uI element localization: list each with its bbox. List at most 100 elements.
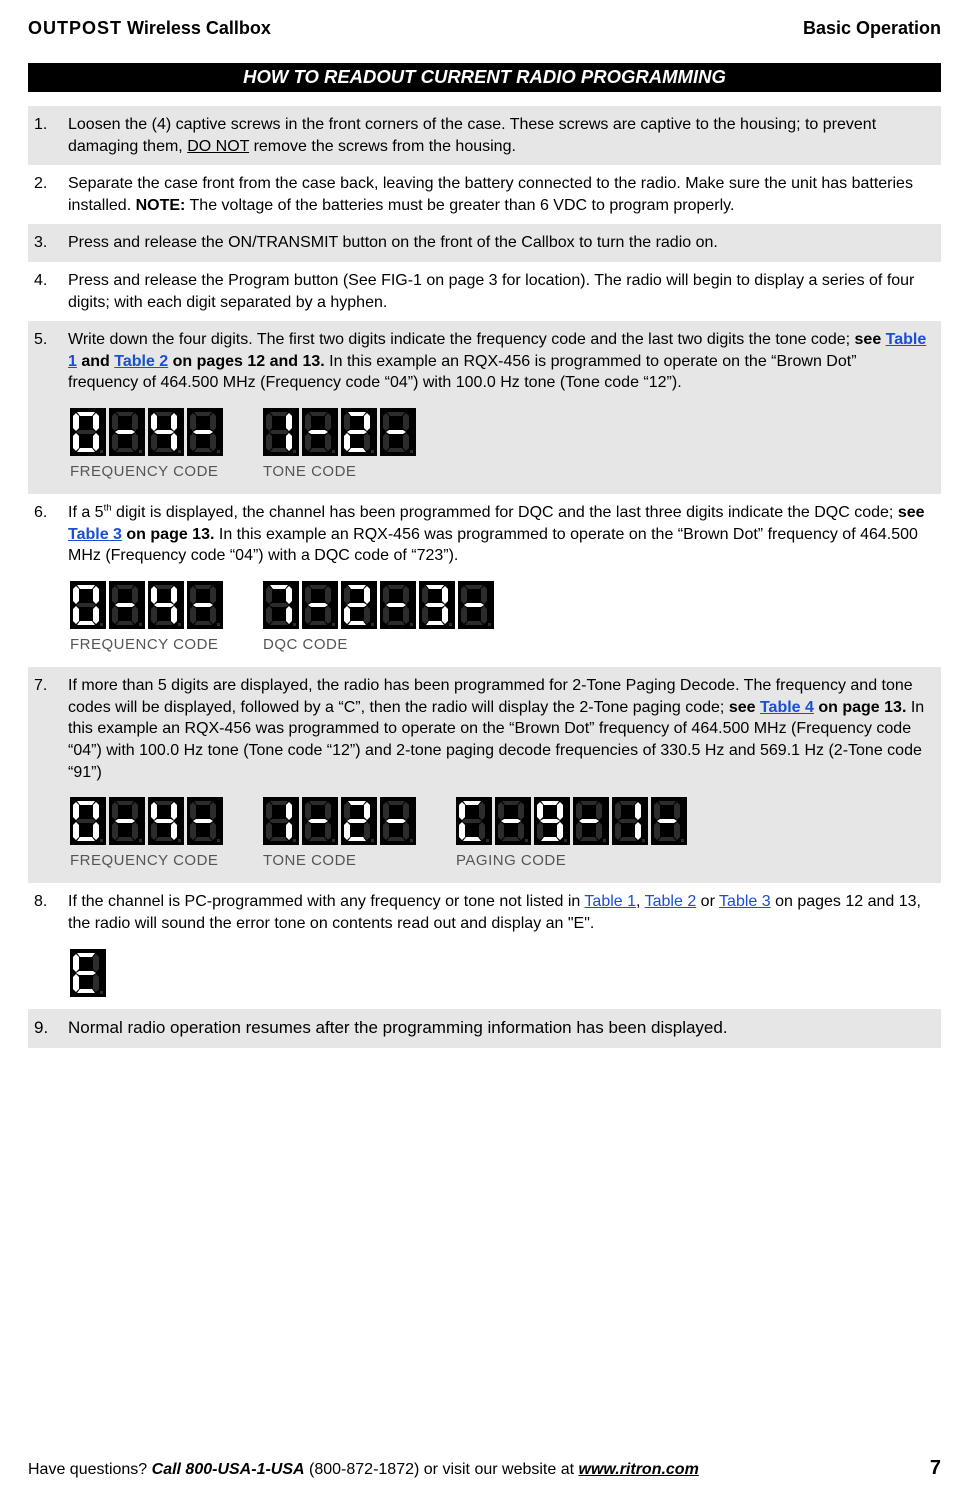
step-1: 1. Loosen the (4) captive screws in the … (28, 106, 941, 165)
seven-seg-digit (573, 797, 609, 845)
seven-seg-digit (187, 408, 223, 456)
text: and (77, 353, 114, 370)
seven-seg-digit (651, 797, 687, 845)
text: see (898, 504, 925, 521)
freq-code-group: FREQUENCY CODE (70, 408, 223, 482)
freq-code-group: FREQUENCY CODE (70, 797, 223, 871)
digit-display-row (68, 949, 927, 997)
step-num: 1. (28, 114, 68, 157)
text: on page 13. (122, 526, 214, 543)
seven-seg-display (70, 797, 223, 845)
seven-seg-digit (341, 581, 377, 629)
footer-text: Have questions? Call 800-USA-1-USA (800-… (28, 1461, 699, 1479)
section-banner: HOW TO READOUT CURRENT RADIO PROGRAMMING (28, 63, 941, 92)
seven-seg-digit (263, 797, 299, 845)
seven-seg-digit (341, 408, 377, 456)
seven-seg-digit (380, 408, 416, 456)
seven-seg-digit (109, 581, 145, 629)
page-footer: Have questions? Call 800-USA-1-USA (800-… (28, 1457, 941, 1480)
phone-label: Call 800-USA-1-USA (152, 1461, 305, 1478)
step-body: If the channel is PC-programmed with any… (68, 891, 933, 1000)
step-num: 2. (28, 173, 68, 216)
text: The voltage of the batteries must be gre… (185, 197, 734, 214)
tone-code-group: TONE CODE (263, 408, 416, 482)
display-label: FREQUENCY CODE (70, 462, 223, 482)
text: digit is displayed, the channel has been… (112, 504, 898, 521)
display-label: FREQUENCY CODE (70, 635, 223, 655)
display-label: PAGING CODE (456, 851, 687, 871)
seven-seg-digit (70, 581, 106, 629)
seven-seg-digit (302, 581, 338, 629)
link-table-4[interactable]: Table 4 (760, 699, 814, 716)
text: If the channel is PC-programmed with any… (68, 893, 584, 910)
text: or (696, 893, 719, 910)
website-link[interactable]: www.ritron.com (579, 1461, 699, 1478)
step-num: 6. (28, 502, 68, 659)
freq-code-group: FREQUENCY CODE (70, 581, 223, 655)
step-2: 2. Separate the case front from the case… (28, 165, 941, 224)
header-right: Basic Operation (803, 18, 941, 39)
seven-seg-digit (495, 797, 531, 845)
display-label: TONE CODE (263, 462, 416, 482)
paging-code-group: PAGING CODE (456, 797, 687, 871)
seven-seg-display (70, 408, 223, 456)
step-7: 7. If more than 5 digits are displayed, … (28, 667, 941, 883)
step-num: 8. (28, 891, 68, 1000)
header-subtitle: Wireless Callbox (122, 18, 271, 38)
step-body: If a 5th digit is displayed, the channel… (68, 502, 933, 659)
step-body: Separate the case front from the case ba… (68, 173, 933, 216)
tone-code-group: TONE CODE (263, 797, 416, 871)
step-num: 7. (28, 675, 68, 875)
underline-text: DO NOT (187, 138, 249, 155)
display-label: TONE CODE (263, 851, 416, 871)
step-8: 8. If the channel is PC-programmed with … (28, 883, 941, 1008)
seven-seg-display (456, 797, 687, 845)
step-body: Loosen the (4) captive screws in the fro… (68, 114, 933, 157)
step-body: Write down the four digits. The first tw… (68, 329, 933, 486)
seven-seg-digit (187, 581, 223, 629)
step-num: 4. (28, 270, 68, 313)
text: (800-872-1872) or visit our website at (305, 1461, 579, 1478)
brand: OUTPOST (28, 18, 122, 38)
link-table-2[interactable]: Table 2 (114, 353, 168, 370)
text: Have questions? (28, 1461, 152, 1478)
seven-seg-display (263, 581, 494, 629)
link-table-1[interactable]: Table 1 (584, 893, 636, 910)
seven-seg-digit (109, 797, 145, 845)
text: remove the screws from the housing. (249, 138, 516, 155)
page: OUTPOST Wireless Callbox Basic Operation… (0, 0, 969, 1494)
seven-seg-digit (341, 797, 377, 845)
seven-seg-digit (380, 581, 416, 629)
step-num: 5. (28, 329, 68, 486)
seven-seg-digit (458, 581, 494, 629)
seven-seg-digit (187, 797, 223, 845)
page-number: 7 (930, 1457, 941, 1480)
seven-seg-display (70, 581, 223, 629)
link-table-3[interactable]: Table 3 (68, 526, 122, 543)
seven-seg-digit (263, 581, 299, 629)
superscript: th (104, 503, 112, 514)
link-table-3[interactable]: Table 3 (719, 893, 771, 910)
link-table-2[interactable]: Table 2 (645, 893, 697, 910)
display-label: FREQUENCY CODE (70, 851, 223, 871)
page-header: OUTPOST Wireless Callbox Basic Operation (28, 18, 941, 39)
seven-seg-digit (148, 581, 184, 629)
seven-seg-digit (380, 797, 416, 845)
seven-seg-digit (263, 408, 299, 456)
error-code-group (70, 949, 106, 997)
dqc-code-group: DQC CODE (263, 581, 494, 655)
seven-seg-digit (109, 408, 145, 456)
step-6: 6. If a 5th digit is displayed, the chan… (28, 494, 941, 667)
text: Write down the four digits. The first tw… (68, 331, 855, 348)
seven-seg-digit (612, 797, 648, 845)
header-left: OUTPOST Wireless Callbox (28, 18, 271, 39)
step-body: If more than 5 digits are displayed, the… (68, 675, 933, 875)
seven-seg-digit (148, 408, 184, 456)
display-label: DQC CODE (263, 635, 494, 655)
seven-seg-digit (302, 408, 338, 456)
step-body: Press and release the Program button (Se… (68, 270, 933, 313)
seven-seg-digit (70, 408, 106, 456)
step-3: 3. Press and release the ON/TRANSMIT but… (28, 224, 941, 262)
text: see (729, 699, 760, 716)
step-4: 4. Press and release the Program button … (28, 262, 941, 321)
